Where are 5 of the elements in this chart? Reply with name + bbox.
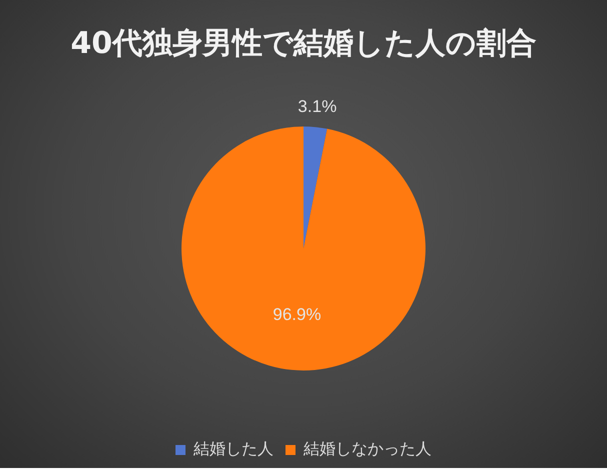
legend-label: 結婚しなかった人 (302, 439, 432, 458)
chart-title: 40代独身男性で結婚した人の割合 (70, 26, 536, 61)
legend-label: 結婚した人 (192, 439, 274, 458)
data-label: 3.1% (298, 96, 337, 116)
data-label: 96.9% (272, 304, 322, 324)
